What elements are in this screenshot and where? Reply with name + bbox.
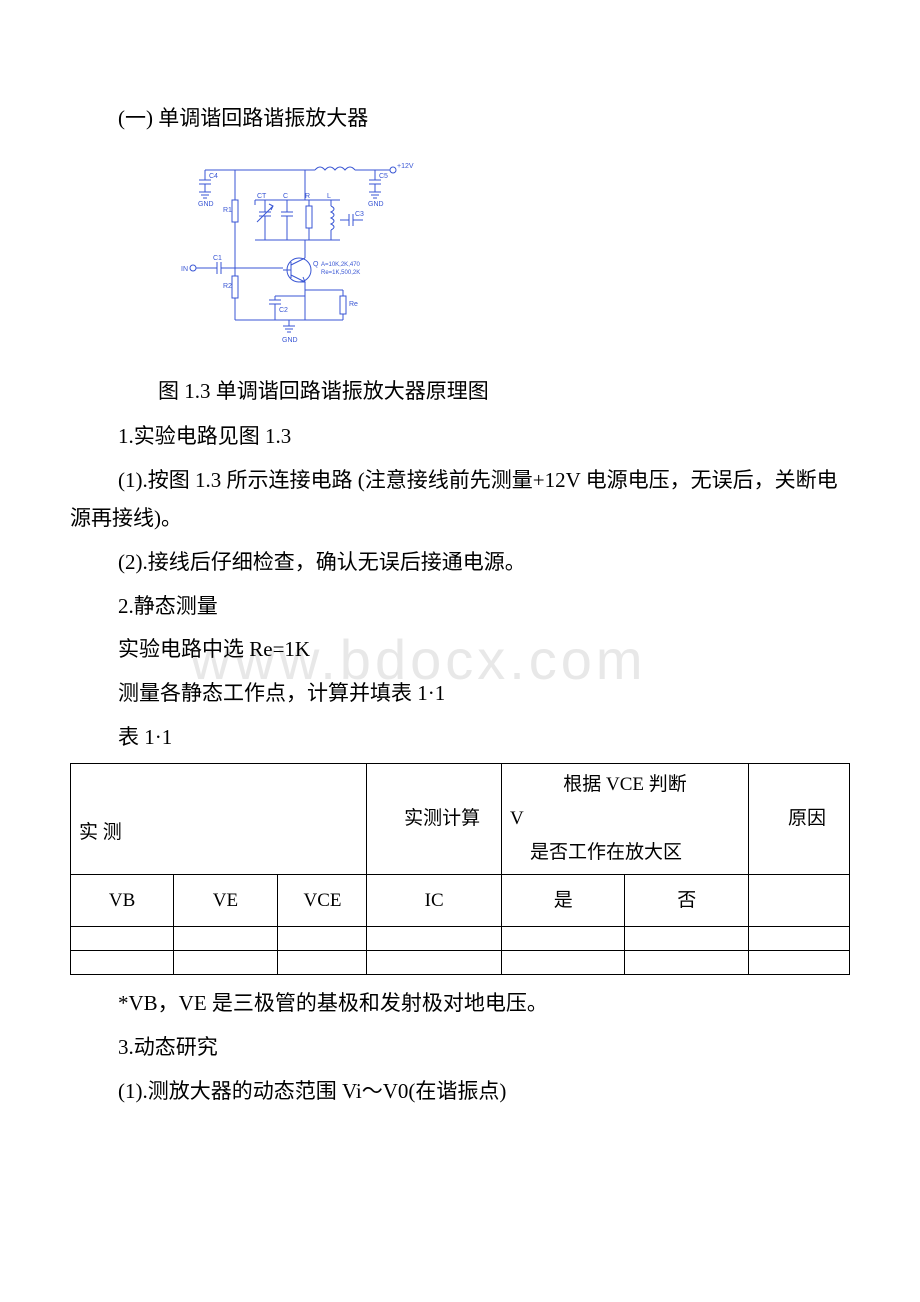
para-10: (1).测放大器的动态范围 Vi～V0(在谐振点) bbox=[118, 1073, 850, 1111]
cell-r2-c4 bbox=[367, 951, 502, 975]
label-r: R bbox=[305, 193, 310, 200]
label-gnd2: GND bbox=[368, 201, 384, 208]
label-c1: C1 bbox=[213, 255, 222, 262]
label-c: C bbox=[283, 193, 288, 200]
cell-r2-c3 bbox=[277, 951, 367, 975]
para-5: 实验电路中选 Re=1K bbox=[118, 631, 850, 669]
label-note2: Re=1K,500,2K bbox=[321, 270, 360, 276]
cell-r1-c1 bbox=[71, 927, 174, 951]
label-c5: C5 bbox=[379, 173, 388, 180]
para-1: 1.实验电路见图 1.3 bbox=[118, 418, 850, 456]
cell-r2-c2 bbox=[174, 951, 277, 975]
circuit-diagram: +12V C4 GND C5 GND bbox=[165, 150, 850, 363]
table-1-1: 实 测 实测计算 根据 VCE 判断 V 是否工作在放大区 原因 VB VE V… bbox=[70, 763, 850, 976]
th-calc: 实测计算 bbox=[367, 763, 502, 875]
th-reason: 原因 bbox=[748, 763, 849, 875]
label-c2: C2 bbox=[279, 307, 288, 314]
th-yes: 是 bbox=[502, 875, 625, 927]
para-2-text: (1).按图 1.3 所示连接电路 (注意接线前先测量+12V 电源电压，无误后… bbox=[70, 468, 838, 530]
para-7: 表 1·1 bbox=[118, 719, 850, 757]
label-c3: C3 bbox=[355, 211, 364, 218]
th-vb: VB bbox=[71, 875, 174, 927]
cell-r2-c5 bbox=[502, 951, 625, 975]
cell-r2-c6 bbox=[625, 951, 748, 975]
label-ct: CT bbox=[257, 193, 267, 200]
para-2: (1).按图 1.3 所示连接电路 (注意接线前先测量+12V 电源电压，无误后… bbox=[70, 462, 850, 538]
th-ve: VE bbox=[174, 875, 277, 927]
cell-r1-c5 bbox=[502, 927, 625, 951]
para-6: 测量各静态工作点，计算并填表 1·1 bbox=[118, 675, 850, 713]
cell-r2-c1 bbox=[71, 951, 174, 975]
label-note1: A=10K,2K,470 bbox=[321, 262, 361, 268]
label-gnd3: GND bbox=[282, 337, 298, 344]
cell-r1-c6 bbox=[625, 927, 748, 951]
cell-r1-c7 bbox=[748, 927, 849, 951]
th-measured: 实 测 bbox=[71, 763, 367, 875]
cell-r1-c4 bbox=[367, 927, 502, 951]
label-r1: R1 bbox=[223, 207, 232, 214]
label-c4: C4 bbox=[209, 173, 218, 180]
label-l: L bbox=[327, 193, 331, 200]
th-vce: VCE bbox=[277, 875, 367, 927]
document-content: (一) 单调谐回路谐振放大器 +12V C4 GND bbox=[70, 100, 850, 1111]
label-q: Q bbox=[313, 261, 319, 268]
label-in: IN bbox=[181, 266, 188, 273]
th-reason-cell bbox=[748, 875, 849, 927]
cell-r1-c3 bbox=[277, 927, 367, 951]
cell-r2-c7 bbox=[748, 951, 849, 975]
para-8: *VB，VE 是三极管的基极和发射极对地电压。 bbox=[118, 985, 850, 1023]
circuit-svg: +12V C4 GND C5 GND bbox=[165, 150, 425, 350]
th-no: 否 bbox=[625, 875, 748, 927]
label-gnd1: GND bbox=[198, 201, 214, 208]
figure-caption: 图 1.3 单调谐回路谐振放大器原理图 bbox=[158, 373, 850, 411]
th-ic: IC bbox=[367, 875, 502, 927]
para-3: (2).接线后仔细检查，确认无误后接通电源。 bbox=[118, 544, 850, 582]
para-9: 3.动态研究 bbox=[118, 1029, 850, 1067]
label-re: Re bbox=[349, 301, 358, 308]
section-heading: (一) 单调谐回路谐振放大器 bbox=[118, 100, 850, 138]
para-4: 2.静态测量 bbox=[118, 588, 850, 626]
th-vce-judge: 根据 VCE 判断 V 是否工作在放大区 bbox=[502, 763, 749, 875]
cell-r1-c2 bbox=[174, 927, 277, 951]
label-r2: R2 bbox=[223, 283, 232, 290]
label-12v: +12V bbox=[397, 163, 414, 170]
